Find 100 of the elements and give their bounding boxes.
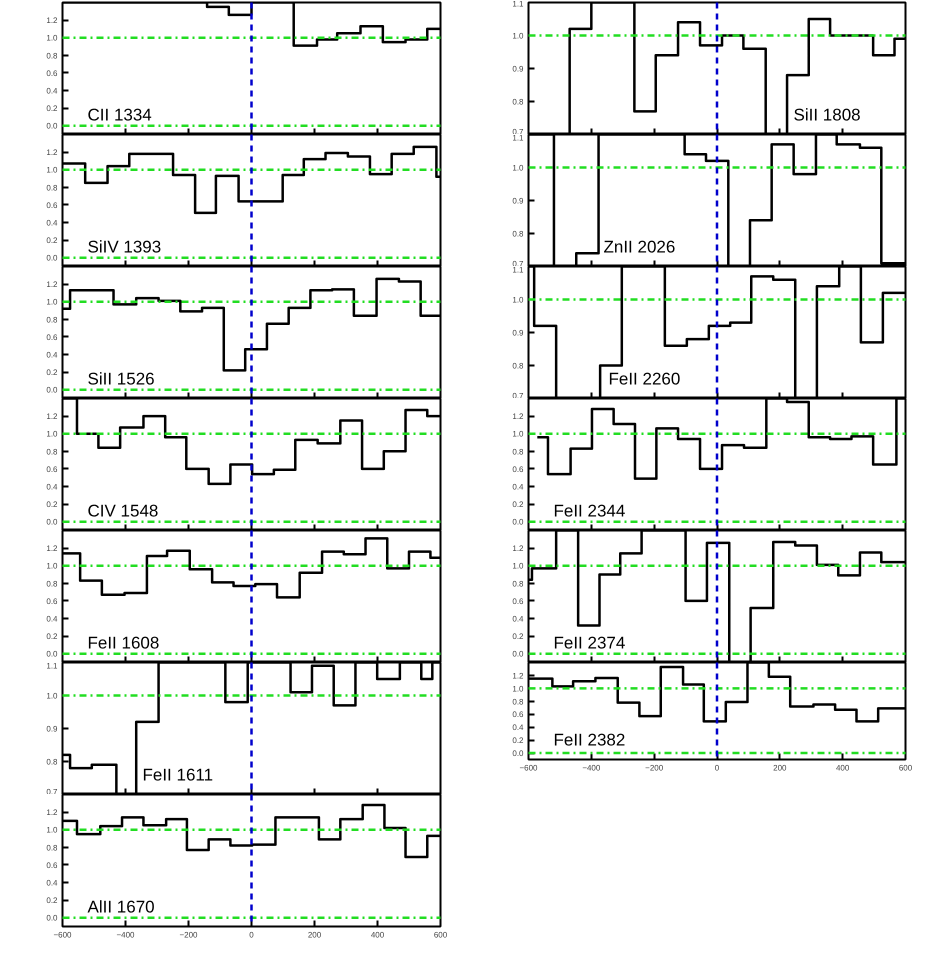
y-tick-label: 0.0	[512, 749, 524, 758]
y-tick-label: 0.8	[46, 758, 58, 766]
text: CII 1334	[88, 106, 152, 124]
x-tick-label: −600	[53, 930, 72, 940]
y-tick-label: 0.2	[46, 368, 58, 378]
y-tick-label: 0.6	[46, 596, 58, 606]
text: FeII 1608	[88, 634, 160, 652]
y-tick-label: 1.1	[512, 266, 524, 274]
y-tick-label: 0.8	[512, 579, 524, 588]
y-tick-label: 1.2	[512, 544, 524, 554]
y-tick-label: 1.2	[512, 412, 524, 422]
text: SiII 1526	[88, 370, 155, 388]
x-tick-label: −600	[519, 764, 538, 772]
x-tick-label: −400	[582, 764, 601, 772]
text: SiIV 1393	[88, 238, 162, 256]
x-tick-label: 600	[434, 930, 448, 940]
y-tick-label: 0.4	[46, 350, 58, 360]
y-tick-label: 0.8	[46, 579, 58, 588]
y-tick-label: 0.4	[512, 723, 524, 732]
y-tick-label: 0.6	[512, 710, 524, 720]
y-tick-label: 1.2	[46, 412, 58, 422]
y-tick-label: 0.8	[512, 362, 524, 370]
y-tick-label: 0.8	[46, 51, 58, 60]
y-tick-label: 0.8	[512, 98, 524, 106]
y-tick-label: 0.8	[46, 315, 58, 324]
y-tick-label: 0.9	[512, 328, 524, 338]
y-tick-label: 1.0	[46, 692, 58, 700]
y-tick-label: 0.9	[512, 196, 524, 206]
x-tick-label: 200	[773, 764, 788, 772]
text: CIV 1548	[88, 502, 158, 520]
y-tick-label: 0.6	[46, 200, 58, 210]
text: FeII 1611	[142, 766, 214, 784]
y-tick-label: 1.0	[46, 166, 58, 175]
y-tick-label: 1.2	[46, 16, 58, 26]
x-tick-label: 0	[249, 930, 254, 940]
y-tick-label: 0.8	[512, 230, 524, 238]
text: FeII 2344	[554, 502, 626, 520]
y-tick-label: 0.0	[512, 650, 524, 659]
y-tick-label: 0.2	[46, 632, 58, 642]
y-tick-label: 0.2	[46, 896, 58, 906]
y-tick-label: 0.8	[46, 183, 58, 192]
y-tick-label: 0.4	[46, 614, 58, 624]
text: FeII 2374	[554, 634, 626, 652]
y-tick-label: 1.2	[46, 544, 58, 554]
y-tick-label: 1.2	[46, 808, 58, 818]
y-tick-label: 0.4	[46, 482, 58, 492]
x-tick-label: 600	[898, 764, 913, 772]
x-tick-label: 0	[714, 764, 720, 772]
y-tick-label: 1.2	[512, 671, 524, 680]
y-tick-label: 0.6	[512, 464, 524, 474]
y-tick-label: 1.1	[46, 662, 58, 670]
y-tick-label: 0.0	[46, 650, 58, 659]
y-tick-label: 0.0	[46, 518, 58, 527]
x-tick-label: 400	[370, 930, 385, 940]
y-tick-label: 0.6	[46, 68, 58, 78]
y-tick-label: 1.0	[512, 164, 524, 172]
y-tick-label: 0.2	[512, 500, 524, 510]
x-tick-label: 200	[308, 930, 322, 940]
text: ZnII 2026	[604, 238, 676, 256]
y-tick-label: 1.1	[512, 134, 524, 142]
y-tick-label: 1.0	[512, 562, 524, 571]
y-tick-label: 0.8	[512, 697, 524, 706]
x-tick-label: −400	[116, 930, 136, 940]
y-tick-label: 0.9	[512, 64, 524, 74]
y-tick-label: 0.2	[512, 632, 524, 642]
text: FeII 2382	[554, 730, 626, 750]
y-tick-label: 0.4	[512, 482, 524, 492]
y-tick-label: 1.0	[512, 296, 524, 304]
y-tick-label: 0.2	[46, 104, 58, 114]
y-tick-label: 1.0	[46, 826, 58, 835]
y-tick-label: 1.0	[46, 562, 58, 571]
y-tick-label: 1.2	[46, 280, 58, 290]
y-tick-label: 0.8	[46, 447, 58, 456]
x-tick-label: −200	[179, 930, 198, 940]
y-tick-label: 1.0	[512, 684, 524, 694]
y-tick-label: 0.6	[46, 860, 58, 870]
y-tick-label: 0.0	[46, 122, 58, 131]
y-tick-label: 1.2	[46, 148, 58, 158]
text: FeII 2260	[608, 370, 680, 388]
y-tick-label: 1.0	[46, 298, 58, 307]
y-tick-label: 0.4	[46, 878, 58, 888]
y-tick-label: 0.8	[46, 843, 58, 852]
y-tick-label: 0.8	[512, 447, 524, 456]
y-tick-label: 0.0	[46, 386, 58, 395]
y-tick-label: 1.0	[512, 430, 524, 439]
text: SiII 1808	[794, 106, 861, 124]
y-tick-label: 0.2	[46, 500, 58, 510]
y-tick-label: 0.0	[46, 254, 58, 263]
y-tick-label: 0.0	[512, 518, 524, 527]
y-tick-label: 0.9	[46, 724, 58, 734]
y-tick-label: 1.1	[512, 0, 524, 8]
y-tick-label: 0.4	[512, 614, 524, 624]
y-tick-label: 0.6	[46, 464, 58, 474]
x-tick-label: 400	[836, 764, 850, 772]
y-tick-label: 0.6	[46, 332, 58, 342]
y-tick-label: 0.4	[46, 218, 58, 228]
y-tick-label: 0.4	[46, 86, 58, 96]
y-tick-label: 0.2	[46, 236, 58, 246]
y-tick-label: 1.0	[46, 34, 58, 43]
y-tick-label: 1.0	[46, 430, 58, 439]
